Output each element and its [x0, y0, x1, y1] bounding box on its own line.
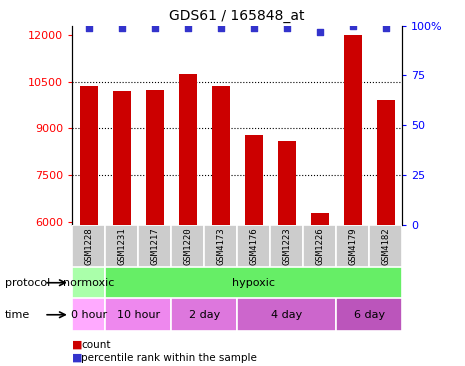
Point — [382, 25, 389, 30]
Point — [217, 25, 224, 30]
Bar — [171, 298, 237, 331]
Bar — [311, 213, 329, 225]
Text: GSM4176: GSM4176 — [249, 227, 258, 265]
Text: hypoxic: hypoxic — [232, 278, 275, 288]
Point — [316, 29, 323, 34]
Title: GDS61 / 165848_at: GDS61 / 165848_at — [169, 9, 305, 23]
Bar — [336, 225, 369, 267]
Text: GSM4179: GSM4179 — [348, 227, 357, 265]
Bar — [245, 135, 263, 225]
Bar — [204, 225, 237, 267]
Bar — [270, 225, 303, 267]
Point — [118, 25, 125, 30]
Bar — [179, 74, 197, 225]
Bar — [80, 86, 98, 225]
Text: 6 day: 6 day — [354, 310, 385, 320]
Text: count: count — [81, 340, 111, 350]
Bar — [72, 298, 105, 331]
Text: 10 hour: 10 hour — [117, 310, 159, 320]
Text: 4 day: 4 day — [271, 310, 302, 320]
Bar — [369, 225, 402, 267]
Bar — [237, 298, 336, 331]
Bar — [377, 100, 395, 225]
Point — [349, 23, 356, 29]
Point — [283, 25, 290, 30]
Point — [85, 25, 92, 30]
Bar — [303, 225, 336, 267]
Bar — [212, 86, 230, 225]
Text: GSM1217: GSM1217 — [150, 227, 159, 265]
Text: protocol: protocol — [5, 278, 50, 288]
Bar — [72, 267, 105, 298]
Text: GSM1220: GSM1220 — [183, 227, 192, 265]
Text: 0 hour: 0 hour — [71, 310, 106, 320]
Point — [184, 25, 191, 30]
Bar — [344, 35, 362, 225]
Text: time: time — [5, 310, 30, 320]
Point — [250, 25, 257, 30]
Bar — [105, 225, 138, 267]
Text: GSM1226: GSM1226 — [315, 227, 324, 265]
Bar — [336, 298, 402, 331]
Bar — [72, 225, 105, 267]
Text: 2 day: 2 day — [188, 310, 220, 320]
Bar — [237, 225, 270, 267]
Text: ■: ■ — [72, 353, 83, 363]
Text: GSM4182: GSM4182 — [381, 227, 390, 265]
Bar — [113, 91, 131, 225]
Bar — [105, 298, 171, 331]
Point — [151, 25, 158, 30]
Bar — [138, 225, 171, 267]
Bar — [278, 141, 296, 225]
Bar — [171, 225, 204, 267]
Text: percentile rank within the sample: percentile rank within the sample — [81, 353, 257, 363]
Text: GSM1231: GSM1231 — [117, 227, 126, 265]
Text: GSM1223: GSM1223 — [282, 227, 291, 265]
Text: normoxic: normoxic — [63, 278, 114, 288]
Text: ■: ■ — [72, 340, 83, 350]
Bar — [146, 90, 164, 225]
Text: GSM4173: GSM4173 — [216, 227, 225, 265]
Text: GSM1228: GSM1228 — [84, 227, 93, 265]
